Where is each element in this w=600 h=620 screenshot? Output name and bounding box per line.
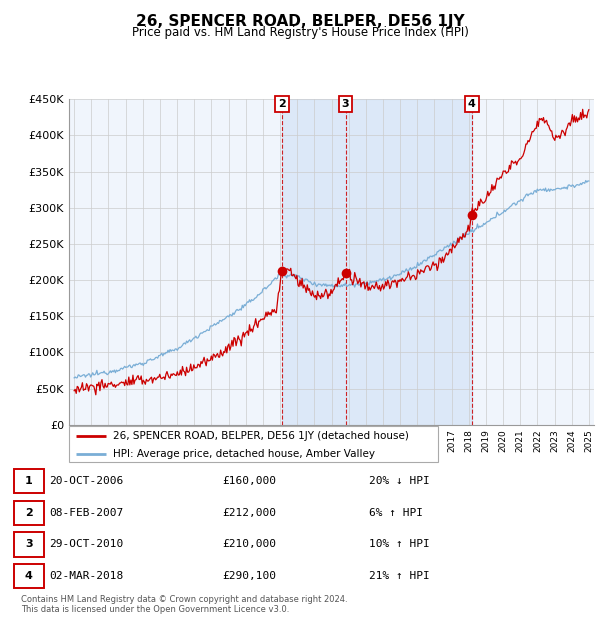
Text: 3: 3 bbox=[342, 99, 349, 109]
Text: 2: 2 bbox=[25, 508, 32, 518]
Text: 2: 2 bbox=[278, 99, 286, 109]
Text: Contains HM Land Registry data © Crown copyright and database right 2024.: Contains HM Land Registry data © Crown c… bbox=[21, 595, 347, 604]
Text: 08-FEB-2007: 08-FEB-2007 bbox=[49, 508, 124, 518]
Text: Price paid vs. HM Land Registry's House Price Index (HPI): Price paid vs. HM Land Registry's House … bbox=[131, 26, 469, 39]
Text: 26, SPENCER ROAD, BELPER, DE56 1JY (detached house): 26, SPENCER ROAD, BELPER, DE56 1JY (deta… bbox=[113, 431, 409, 441]
Text: £290,100: £290,100 bbox=[222, 571, 276, 581]
FancyBboxPatch shape bbox=[14, 533, 44, 557]
Text: 20% ↓ HPI: 20% ↓ HPI bbox=[369, 476, 430, 486]
Text: 1: 1 bbox=[25, 476, 32, 486]
FancyBboxPatch shape bbox=[69, 426, 438, 462]
Text: 26, SPENCER ROAD, BELPER, DE56 1JY: 26, SPENCER ROAD, BELPER, DE56 1JY bbox=[136, 14, 464, 29]
FancyBboxPatch shape bbox=[14, 469, 44, 493]
Text: 4: 4 bbox=[468, 99, 476, 109]
Text: HPI: Average price, detached house, Amber Valley: HPI: Average price, detached house, Ambe… bbox=[113, 449, 375, 459]
Text: £160,000: £160,000 bbox=[222, 476, 276, 486]
Text: 02-MAR-2018: 02-MAR-2018 bbox=[49, 571, 124, 581]
Text: 29-OCT-2010: 29-OCT-2010 bbox=[49, 539, 124, 549]
Text: 20-OCT-2006: 20-OCT-2006 bbox=[49, 476, 124, 486]
Text: This data is licensed under the Open Government Licence v3.0.: This data is licensed under the Open Gov… bbox=[21, 604, 289, 614]
FancyBboxPatch shape bbox=[14, 500, 44, 525]
FancyBboxPatch shape bbox=[14, 564, 44, 588]
Text: £210,000: £210,000 bbox=[222, 539, 276, 549]
Text: 10% ↑ HPI: 10% ↑ HPI bbox=[369, 539, 430, 549]
Text: 4: 4 bbox=[25, 571, 32, 581]
Text: £212,000: £212,000 bbox=[222, 508, 276, 518]
Text: 6% ↑ HPI: 6% ↑ HPI bbox=[369, 508, 423, 518]
Bar bbox=[282, 99, 472, 425]
Text: 21% ↑ HPI: 21% ↑ HPI bbox=[369, 571, 430, 581]
Text: 3: 3 bbox=[25, 539, 32, 549]
